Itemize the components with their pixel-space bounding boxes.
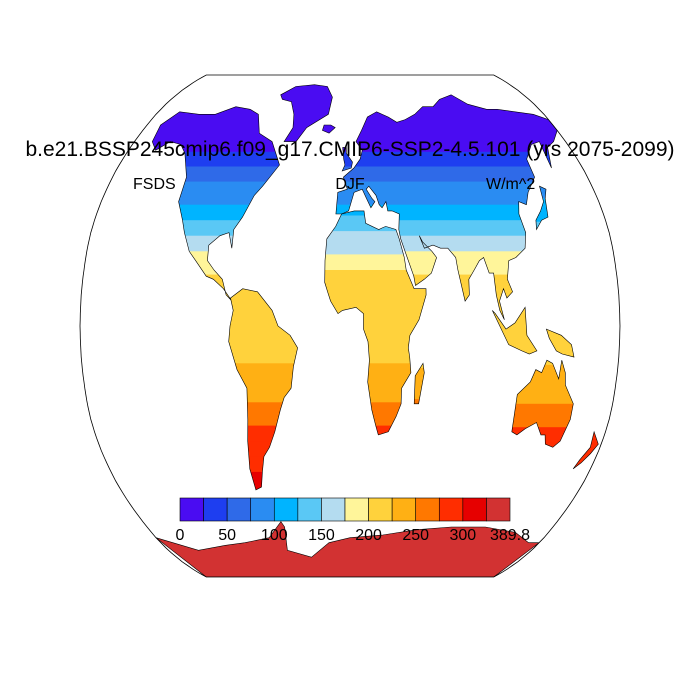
colorbar-swatch [273,497,299,522]
colorbar-tick-label: 300 [449,527,477,544]
colorbar-tick-label: 0 [175,527,185,544]
landmass-indonesia [492,307,537,354]
colorbar-swatch [415,497,440,522]
units-label: W/m^2 [486,176,536,193]
variable-label: FSDS [133,176,176,193]
colorbar-tick-label: 100 [260,527,288,544]
colorbar-swatch [203,497,228,522]
landmass-iceland [322,125,336,134]
colorbar-swatch [391,497,417,522]
colorbar-tick-label: 150 [308,527,335,544]
colorbar-swatch [179,497,204,522]
colorbar-swatch [438,497,464,522]
colorbar-swatch [321,497,346,522]
colorbar-swatch [462,497,487,522]
landmass-africa [324,210,427,435]
colorbar [179,497,511,522]
colorbar-swatch [344,497,369,522]
colorbar-tick-label: 200 [355,527,382,544]
landmass-antarctica [156,521,540,577]
colorbar-tick-label: 250 [402,527,430,544]
landmass-south-america [228,288,298,490]
colorbar-swatch [368,497,393,522]
plot-title: b.e21.BSSP245cmip6.f09_g17.CMIP6-SSP2-4.… [25,138,675,161]
colorbar-swatch [297,497,322,522]
colorbar-tick-label: 389.8 [489,527,531,544]
colorbar-swatch [486,497,511,522]
landmass-new-guinea [546,329,574,358]
season-label: DJF [335,176,365,193]
landmass-madagascar [414,363,425,404]
colorbar-swatch [226,497,252,522]
colorbar-swatch [250,497,275,522]
globe-outline [79,74,621,578]
landmass-new-zealand [573,431,599,469]
colorbar-tick-label: 50 [218,527,237,544]
